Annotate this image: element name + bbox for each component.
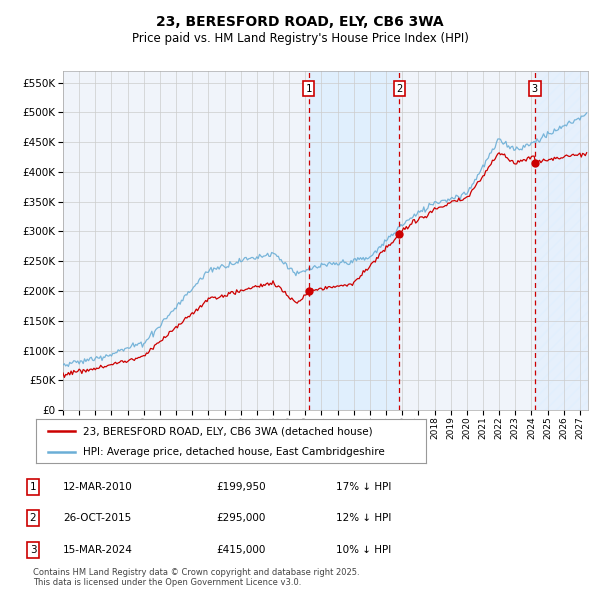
Text: £415,000: £415,000 xyxy=(216,545,265,555)
Text: Contains HM Land Registry data © Crown copyright and database right 2025.
This d: Contains HM Land Registry data © Crown c… xyxy=(33,568,359,587)
Text: HPI: Average price, detached house, East Cambridgeshire: HPI: Average price, detached house, East… xyxy=(83,447,385,457)
Text: Price paid vs. HM Land Registry's House Price Index (HPI): Price paid vs. HM Land Registry's House … xyxy=(131,32,469,45)
Text: 3: 3 xyxy=(29,545,37,555)
Text: 10% ↓ HPI: 10% ↓ HPI xyxy=(336,545,391,555)
Text: 12-MAR-2010: 12-MAR-2010 xyxy=(63,482,133,491)
Text: 17% ↓ HPI: 17% ↓ HPI xyxy=(336,482,391,491)
Text: £199,950: £199,950 xyxy=(216,482,266,491)
Text: 12% ↓ HPI: 12% ↓ HPI xyxy=(336,513,391,523)
Text: 23, BERESFORD ROAD, ELY, CB6 3WA: 23, BERESFORD ROAD, ELY, CB6 3WA xyxy=(156,15,444,29)
Bar xyxy=(308,71,400,410)
Text: 23, BERESFORD ROAD, ELY, CB6 3WA (detached house): 23, BERESFORD ROAD, ELY, CB6 3WA (detach… xyxy=(83,427,373,436)
Text: 1: 1 xyxy=(29,482,37,491)
Text: 15-MAR-2024: 15-MAR-2024 xyxy=(63,545,133,555)
Bar xyxy=(535,71,588,410)
Text: 2: 2 xyxy=(396,84,403,94)
Text: 26-OCT-2015: 26-OCT-2015 xyxy=(63,513,131,523)
Text: 1: 1 xyxy=(305,84,311,94)
Text: 3: 3 xyxy=(532,84,538,94)
Text: £295,000: £295,000 xyxy=(216,513,265,523)
Text: 2: 2 xyxy=(29,513,37,523)
